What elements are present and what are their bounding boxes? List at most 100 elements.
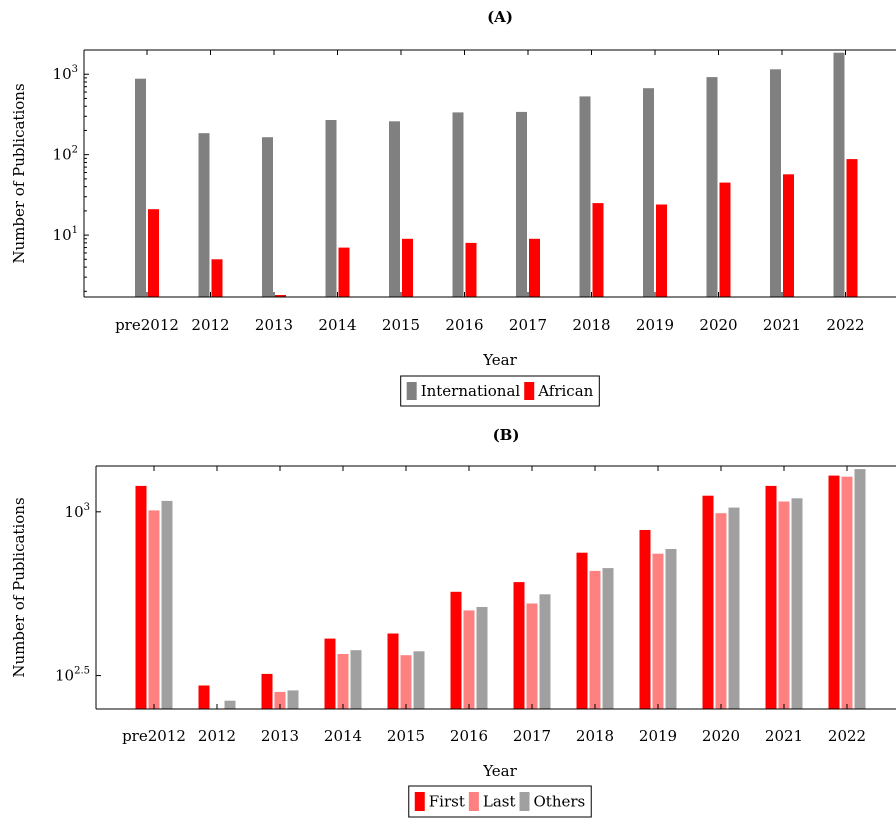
bar-african-2015: [402, 238, 413, 297]
bar-international-2012: [198, 133, 210, 297]
x-tick-label: 2021: [765, 727, 803, 745]
x-tick-label: 2016: [445, 316, 483, 334]
x-tick-label: 2015: [387, 727, 425, 745]
chart-title: (B): [493, 426, 520, 444]
bar-others-2022: [854, 469, 866, 709]
x-tick-label: 2013: [261, 727, 299, 745]
x-tick-label: 2013: [255, 316, 293, 334]
bar-international-2013: [262, 137, 273, 297]
bar-first-2020: [702, 495, 714, 709]
x-tick-label: 2012: [198, 727, 236, 745]
x-tick-label: 2022: [828, 727, 866, 745]
x-tick-label: 2019: [636, 316, 674, 334]
legend-swatch-others: [519, 792, 530, 811]
bar-first-2022: [828, 475, 840, 709]
bar-others-2013: [287, 690, 299, 709]
bar-international-pre2012: [135, 78, 146, 297]
bar-international-2020: [706, 77, 718, 297]
bar-international-2017: [516, 111, 527, 298]
bar-last-2022: [841, 476, 853, 709]
bar-first-2014: [324, 638, 336, 709]
y-tick-label: 103: [53, 64, 78, 83]
legend-swatch-first: [414, 792, 425, 811]
x-tick-label: pre2012: [122, 727, 186, 745]
bar-african-2012: [211, 259, 223, 297]
bar-others-2021: [791, 498, 803, 709]
bar-african-2013: [275, 295, 286, 297]
bar-first-2017: [513, 582, 525, 709]
bar-first-2021: [765, 485, 777, 709]
y-tick-label: 101: [53, 225, 78, 244]
bar-international-2016: [452, 112, 464, 298]
bar-international-2022: [833, 52, 845, 298]
bar-african-2021: [783, 174, 794, 297]
legend-label-african: African: [537, 382, 593, 400]
bar-african-2017: [529, 238, 540, 297]
bar-others-2017: [539, 594, 551, 709]
legend-label-others: Others: [534, 793, 586, 811]
legend-swatch-african: [524, 382, 535, 400]
bar-first-2013: [261, 673, 273, 709]
bar-first-2019: [639, 530, 651, 709]
bar-others-2020: [728, 507, 740, 709]
bar-last-2017: [526, 603, 538, 709]
legend-label-international: International: [421, 382, 521, 400]
bar-african-2016: [465, 242, 477, 297]
bar-african-pre2012: [148, 209, 159, 297]
legend-box: [400, 375, 600, 407]
bar-last-2013: [274, 691, 286, 709]
bar-last-2021: [778, 501, 790, 709]
x-tick-label: 2014: [324, 727, 362, 745]
chart-a: (A) pre2012 2012 2013 2014 2015 2016 2017 2018 20…: [10, 8, 896, 407]
legend-swatch-last: [468, 792, 479, 811]
legend: First Last Others: [408, 785, 592, 818]
x-tick-label: 2020: [699, 316, 737, 334]
bar-african-2020: [719, 182, 731, 297]
x-tick-label: 2016: [450, 727, 488, 745]
legend-swatch-international: [406, 382, 417, 400]
x-axis-label: Year: [482, 762, 517, 780]
bar-first-2018: [576, 552, 588, 709]
x-axis-label: Year: [482, 351, 517, 369]
bar-last-2018: [589, 570, 601, 709]
x-tick-label: 2020: [702, 727, 740, 745]
legend-label-last: Last: [483, 793, 516, 811]
bar-first-2015: [387, 633, 399, 709]
x-tick-label: 2019: [639, 727, 677, 745]
x-tick-label: 2015: [382, 316, 420, 334]
bar-first-pre2012: [135, 485, 147, 709]
bar-others-2014: [350, 650, 362, 709]
bar-first-2012: [198, 685, 210, 709]
x-tick-label: 2022: [826, 316, 864, 334]
bar-others-2018: [602, 568, 614, 709]
bar-international-2019: [643, 88, 654, 297]
bar-others-pre2012: [161, 500, 173, 709]
bar-international-2018: [579, 96, 591, 298]
x-tick-label: 2021: [763, 316, 801, 334]
x-tick-label: 2018: [576, 727, 614, 745]
bar-international-2015: [389, 121, 400, 297]
bar-last-pre2012: [148, 510, 160, 709]
bar-others-2019: [665, 549, 677, 709]
bar-last-2020: [715, 513, 727, 709]
legend-label-first: First: [429, 793, 465, 811]
y-axis-label: Number of Publications: [10, 83, 28, 263]
y-tick-label: 103: [65, 502, 90, 521]
bar-last-2014: [337, 654, 349, 709]
legend-box: [408, 785, 592, 818]
y-tick-label: 102.5: [55, 666, 90, 685]
bar-african-2014: [338, 247, 350, 297]
bar-first-2016: [450, 591, 462, 709]
x-tick-label: 2012: [191, 316, 229, 334]
bar-last-2019: [652, 553, 664, 709]
bar-international-2014: [325, 120, 337, 297]
x-tick-label: 2017: [513, 727, 551, 745]
x-tick-label: 2018: [572, 316, 610, 334]
bar-others-2015: [413, 651, 425, 709]
x-tick-label: pre2012: [115, 316, 179, 334]
legend: International African: [400, 375, 600, 407]
y-axis-label: Number of Publications: [10, 497, 28, 677]
bar-african-2022: [846, 159, 858, 297]
bar-last-2015: [400, 655, 412, 709]
